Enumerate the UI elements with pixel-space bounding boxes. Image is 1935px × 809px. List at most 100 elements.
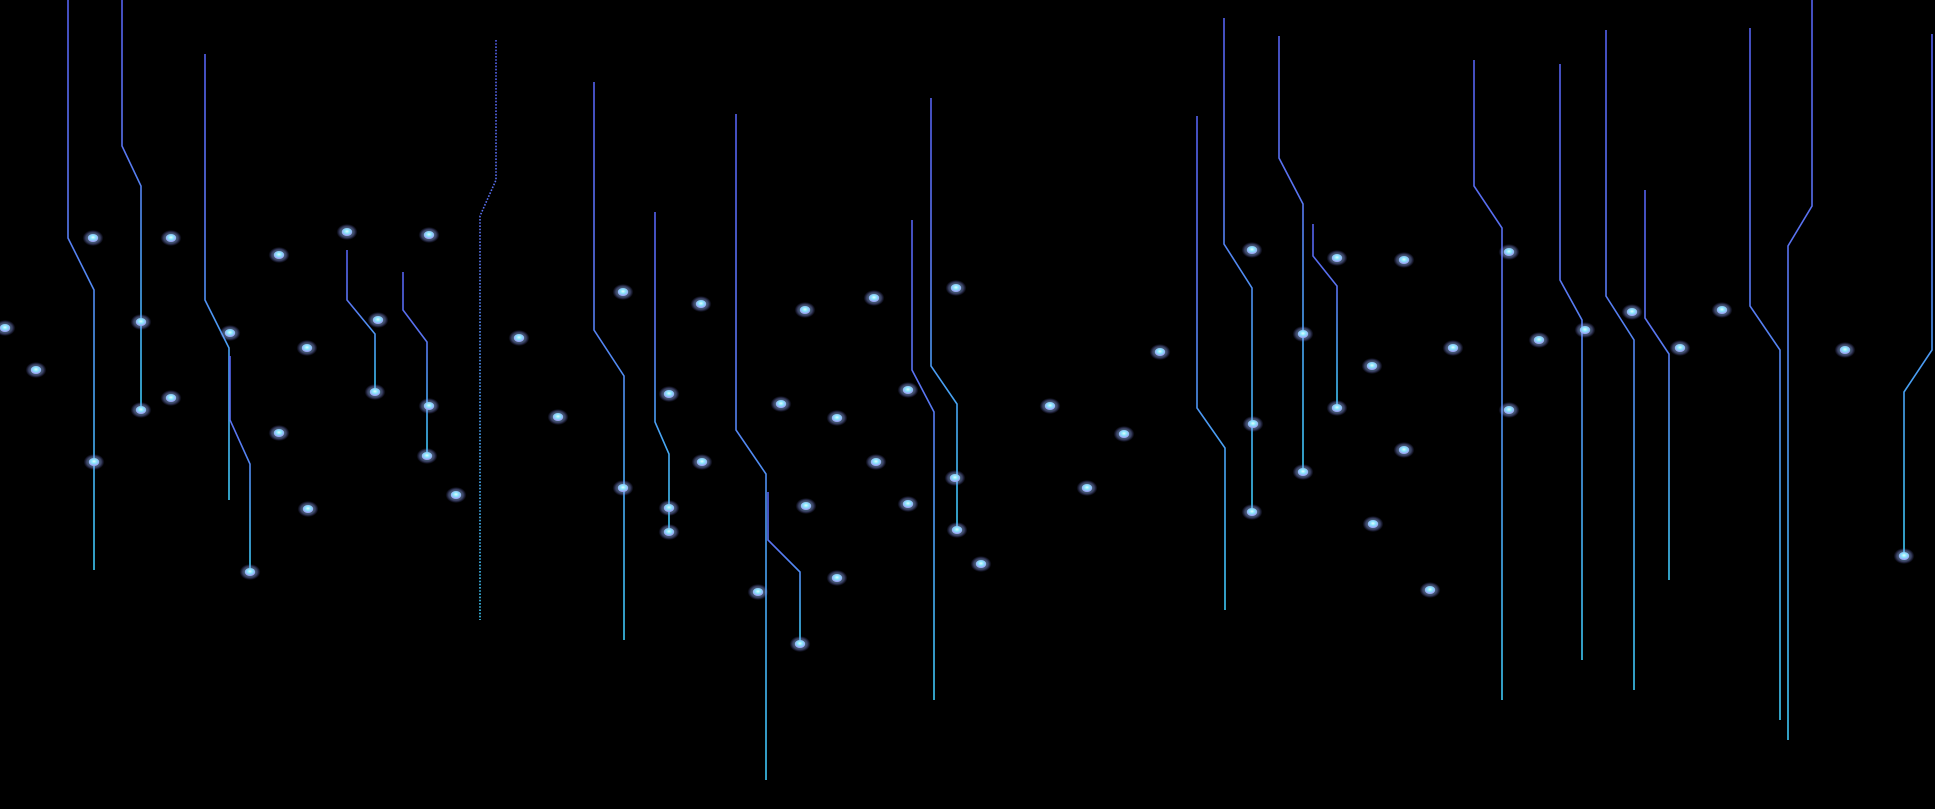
trace-endpoint-node: [747, 584, 769, 600]
trace-endpoint-node: [826, 570, 848, 586]
endpoint-dot: [868, 294, 880, 302]
circuit-trace: [911, 220, 935, 700]
endpoint-dot: [1447, 344, 1459, 352]
trace-endpoint-node: [1113, 426, 1135, 442]
endpoint-dot: [1839, 346, 1851, 354]
trace-endpoint-node: [1834, 342, 1856, 358]
endpoint-dot: [831, 574, 843, 582]
trace-endpoint-node: [795, 498, 817, 514]
trace-endpoint-node: [1292, 464, 1314, 480]
circuit-trace: [1605, 30, 1635, 690]
circuit-trace: [1903, 34, 1933, 556]
trace-endpoint-node: [0, 320, 16, 336]
trace-endpoint-node: [83, 454, 105, 470]
endpoint-dot: [301, 344, 313, 352]
trace-endpoint-node: [130, 314, 152, 330]
endpoint-dot: [663, 504, 675, 512]
trace-endpoint-node: [219, 325, 241, 341]
endpoint-dot: [372, 316, 384, 324]
endpoint-dot: [224, 329, 236, 337]
trace-endpoint-node: [658, 524, 680, 540]
circuit-trace: [1312, 224, 1338, 408]
trace-endpoint-node: [268, 425, 290, 441]
trace-endpoint-node: [1669, 340, 1691, 356]
trace-endpoint-node: [691, 454, 713, 470]
endpoint-dot: [1246, 508, 1258, 516]
circuit-trace: [1559, 64, 1583, 660]
circuit-trace: [1223, 18, 1253, 512]
trace-endpoint-node: [1292, 326, 1314, 342]
endpoint-dot: [513, 334, 525, 342]
endpoint-dot: [617, 288, 629, 296]
trace-endpoint-node: [239, 564, 261, 580]
trace-endpoint-node: [1326, 400, 1348, 416]
circuit-trace: [593, 82, 625, 640]
trace-endpoint-node: [1361, 358, 1383, 374]
circuit-trace: [204, 54, 230, 500]
trace-endpoint-node: [268, 247, 290, 263]
circuit-trace: [1196, 116, 1226, 610]
trace-endpoint-node: [612, 480, 634, 496]
endpoint-dot: [1674, 344, 1686, 352]
trace-endpoint-node: [690, 296, 712, 312]
endpoint-dot: [423, 231, 435, 239]
trace-endpoint-node: [25, 362, 47, 378]
circuit-trace: [1749, 28, 1781, 720]
trace-endpoint-node: [160, 390, 182, 406]
trace-endpoint-node: [1419, 582, 1441, 598]
endpoint-dot: [1331, 254, 1343, 262]
endpoint-dot: [1331, 404, 1343, 412]
endpoint-dot: [870, 458, 882, 466]
trace-endpoint-node: [416, 448, 438, 464]
trace-endpoint-node: [1442, 340, 1464, 356]
endpoint-dot: [1297, 468, 1309, 476]
endpoint-dot: [0, 324, 11, 332]
endpoint-dot: [30, 366, 42, 374]
trace-endpoint-node: [1241, 504, 1263, 520]
endpoint-dot: [165, 394, 177, 402]
trace-endpoint-node: [826, 410, 848, 426]
trace-endpoint-node: [82, 230, 104, 246]
endpoint-dot: [617, 484, 629, 492]
trace-endpoint-node: [418, 227, 440, 243]
circuit-trace: [229, 356, 251, 572]
trace-endpoint-node: [1393, 442, 1415, 458]
endpoint-dot: [369, 388, 381, 396]
trace-layer: [4, 0, 1933, 780]
endpoint-dot: [975, 560, 987, 568]
trace-endpoint-node: [1893, 548, 1915, 564]
endpoint-dot: [1081, 484, 1093, 492]
trace-endpoint-node: [946, 522, 968, 538]
circuit-trace: [1787, 0, 1813, 740]
trace-endpoint-node: [445, 487, 467, 503]
trace-endpoint-node: [612, 284, 634, 300]
trace-endpoint-node: [1149, 344, 1171, 360]
trace-endpoint-node: [364, 384, 386, 400]
endpoint-dot: [794, 640, 806, 648]
endpoint-dot: [1533, 336, 1545, 344]
endpoint-dot: [902, 386, 914, 394]
trace-endpoint-node: [970, 556, 992, 572]
circuit-trace: [735, 114, 767, 780]
endpoint-dot: [1398, 256, 1410, 264]
trace-endpoint-node: [130, 402, 152, 418]
trace-endpoint-node: [658, 386, 680, 402]
endpoint-dot: [244, 568, 256, 576]
endpoint-dot: [421, 452, 433, 460]
endpoint-dot: [1398, 446, 1410, 454]
endpoint-dot: [1503, 406, 1515, 414]
trace-endpoint-node: [897, 382, 919, 398]
endpoint-dot: [1118, 430, 1130, 438]
endpoint-dot: [1297, 330, 1309, 338]
endpoint-dot: [1424, 586, 1436, 594]
trace-endpoint-node: [863, 290, 885, 306]
endpoint-dot: [302, 505, 314, 513]
trace-endpoint-node: [508, 330, 530, 346]
endpoint-dot: [87, 234, 99, 242]
trace-endpoint-node: [865, 454, 887, 470]
endpoint-dot: [1503, 248, 1515, 256]
endpoint-dot: [1898, 552, 1910, 560]
endpoint-dot: [552, 413, 564, 421]
